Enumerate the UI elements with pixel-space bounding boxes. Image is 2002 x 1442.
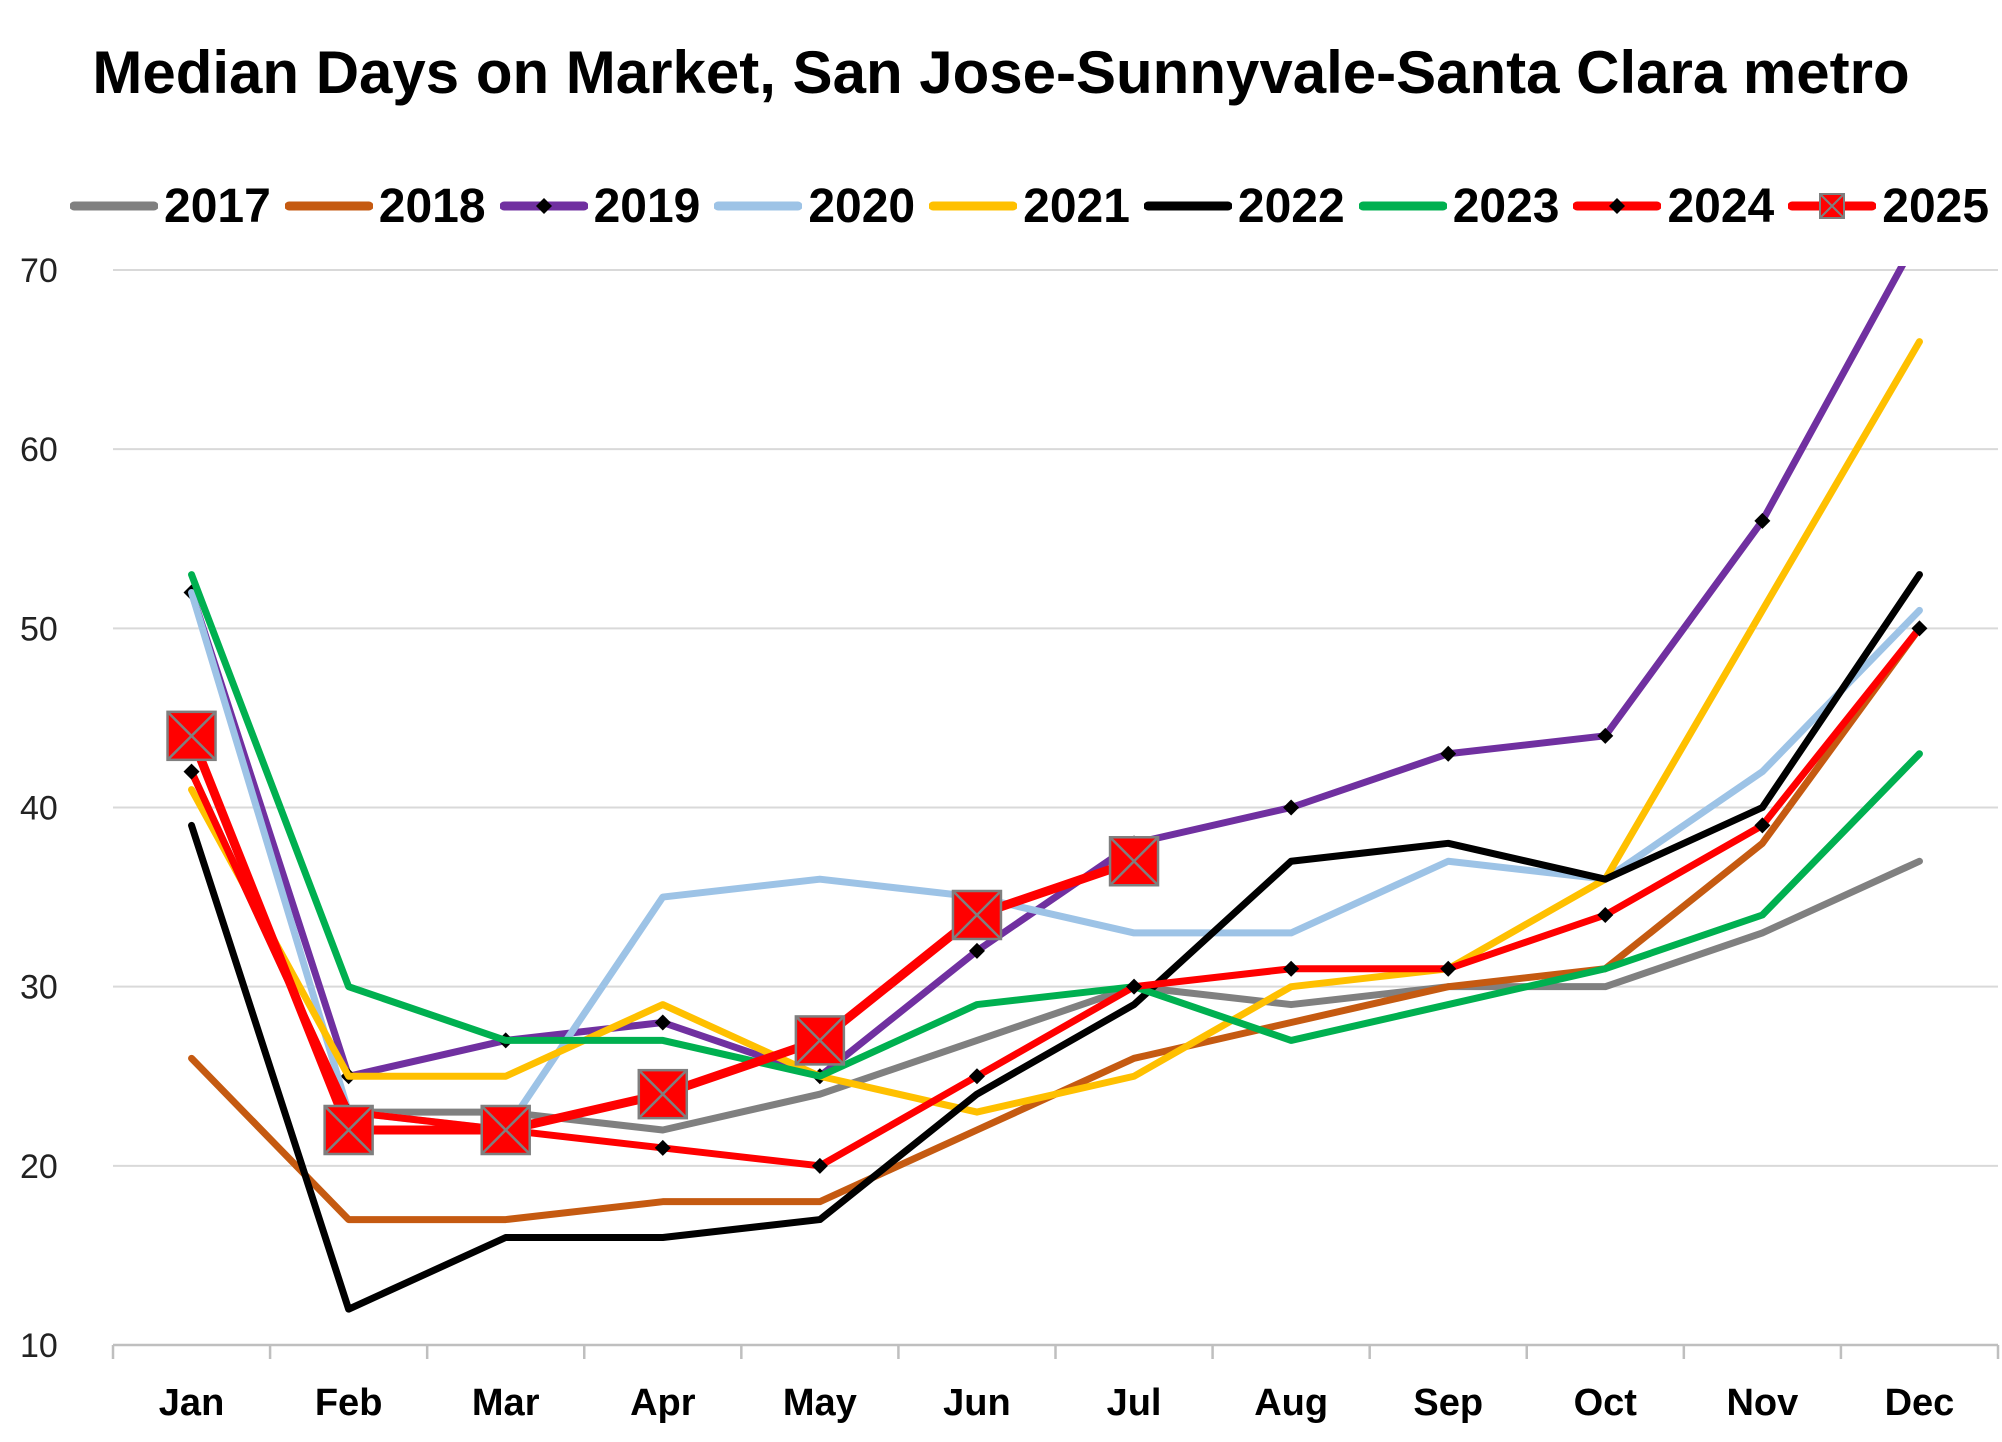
series-2023 <box>188 571 1923 1080</box>
x-tick-label: Jun <box>943 1382 1011 1424</box>
series-2019-point <box>654 1014 671 1031</box>
legend-label: 2019 <box>593 179 701 233</box>
x-tick-label: Apr <box>630 1382 696 1424</box>
series-2019-point <box>968 942 985 959</box>
x-tick-label: Jan <box>159 1382 224 1424</box>
series-2025-point <box>1108 836 1160 887</box>
legend-swatch <box>714 201 803 211</box>
series-2024-point <box>654 1139 671 1156</box>
y-tick-label: 10 <box>20 1327 58 1365</box>
series-2024-point <box>1754 817 1771 834</box>
y-tick-label: 20 <box>20 1148 58 1186</box>
legend-swatch <box>499 198 588 214</box>
legend-label: 2017 <box>164 179 271 233</box>
x-tick-label: Oct <box>1574 1382 1638 1424</box>
legend-item-2019: 2019 <box>499 176 701 236</box>
series-2022 <box>188 571 1923 1313</box>
y-tick-label: 40 <box>20 790 58 828</box>
legend-item-2018: 2018 <box>284 176 486 236</box>
legend-label: 2020 <box>808 179 916 233</box>
x-tick-label: Jul <box>1107 1382 1162 1424</box>
x-tick-label: May <box>783 1382 857 1424</box>
y-tick-label: 30 <box>20 969 58 1007</box>
legend-label: 2021 <box>1023 179 1130 233</box>
series-2025 <box>166 710 1160 1156</box>
y-tick-label: 60 <box>20 431 58 469</box>
series-2025-point <box>637 1068 689 1120</box>
legend-label: 2024 <box>1667 179 1775 233</box>
series-2024-point <box>1911 620 1928 637</box>
series-2017-line <box>188 768 1923 1134</box>
series-2022-line <box>188 571 1923 1313</box>
series-2021 <box>188 338 1923 1116</box>
legend-label: 2023 <box>1452 179 1560 233</box>
legend: 2017 2018 2019 2020 2021 2022 2023 2024 2025 <box>70 176 2002 236</box>
series-2024-point <box>1440 960 1457 977</box>
legend-swatch <box>1788 193 1877 219</box>
series-2024-point <box>1126 978 1143 995</box>
legend-swatch <box>1143 201 1232 211</box>
legend-item-2020: 2020 <box>714 176 915 236</box>
y-tick-label: 70 <box>20 252 58 290</box>
legend-item-2025: 2025 <box>1788 176 1989 236</box>
legend-item-2022: 2022 <box>1143 176 1345 236</box>
series-2019-point <box>1754 512 1771 529</box>
series-2023-line <box>188 571 1923 1080</box>
legend-item-2021: 2021 <box>929 176 1130 236</box>
legend-label: 2018 <box>378 179 486 233</box>
legend-swatch <box>70 201 158 211</box>
x-tick-label: Mar <box>472 1382 540 1424</box>
legend-swatch <box>1573 198 1662 214</box>
series-2024-point <box>183 763 200 780</box>
legend-label: 2025 <box>1882 179 1990 233</box>
series-2025-point <box>166 710 217 762</box>
series-2024-point <box>1597 907 1614 923</box>
series-2019-point <box>1597 727 1614 744</box>
legend-item-2017: 2017 <box>70 176 271 236</box>
series-2025-point <box>480 1104 531 1156</box>
legend-item-2024: 2024 <box>1573 176 1774 236</box>
series-2024-point <box>811 1157 828 1174</box>
series-2019-point <box>1911 226 1927 242</box>
series-2024-point <box>1283 960 1300 977</box>
series-2025-point <box>323 1104 374 1156</box>
series-2019-point <box>1440 745 1457 762</box>
series-2025-point <box>794 1015 846 1066</box>
legend-label: 2022 <box>1237 179 1345 233</box>
legend-swatch <box>929 201 1018 211</box>
series-2019 <box>183 226 1927 1085</box>
series-2017 <box>188 768 1923 1134</box>
x-tick-label: Nov <box>1726 1382 1798 1424</box>
series-2019-point <box>1283 799 1300 816</box>
legend-swatch <box>1358 201 1447 211</box>
legend-item-2023: 2023 <box>1358 176 1560 236</box>
series-2021-line <box>188 338 1923 1116</box>
legend-swatch <box>284 201 373 211</box>
series-2025-point <box>951 889 1003 941</box>
x-tick-label: Sep <box>1413 1382 1483 1424</box>
x-tick-label: Aug <box>1254 1382 1328 1424</box>
y-tick-label: 50 <box>20 610 58 648</box>
x-tick-label: Feb <box>315 1382 383 1424</box>
chart-title: Median Days on Market, San Jose-Sunnyval… <box>92 39 1910 106</box>
series-2024-point <box>968 1068 985 1085</box>
series-2019-line <box>188 266 1907 1080</box>
x-tick-label: Dec <box>1885 1382 1955 1424</box>
